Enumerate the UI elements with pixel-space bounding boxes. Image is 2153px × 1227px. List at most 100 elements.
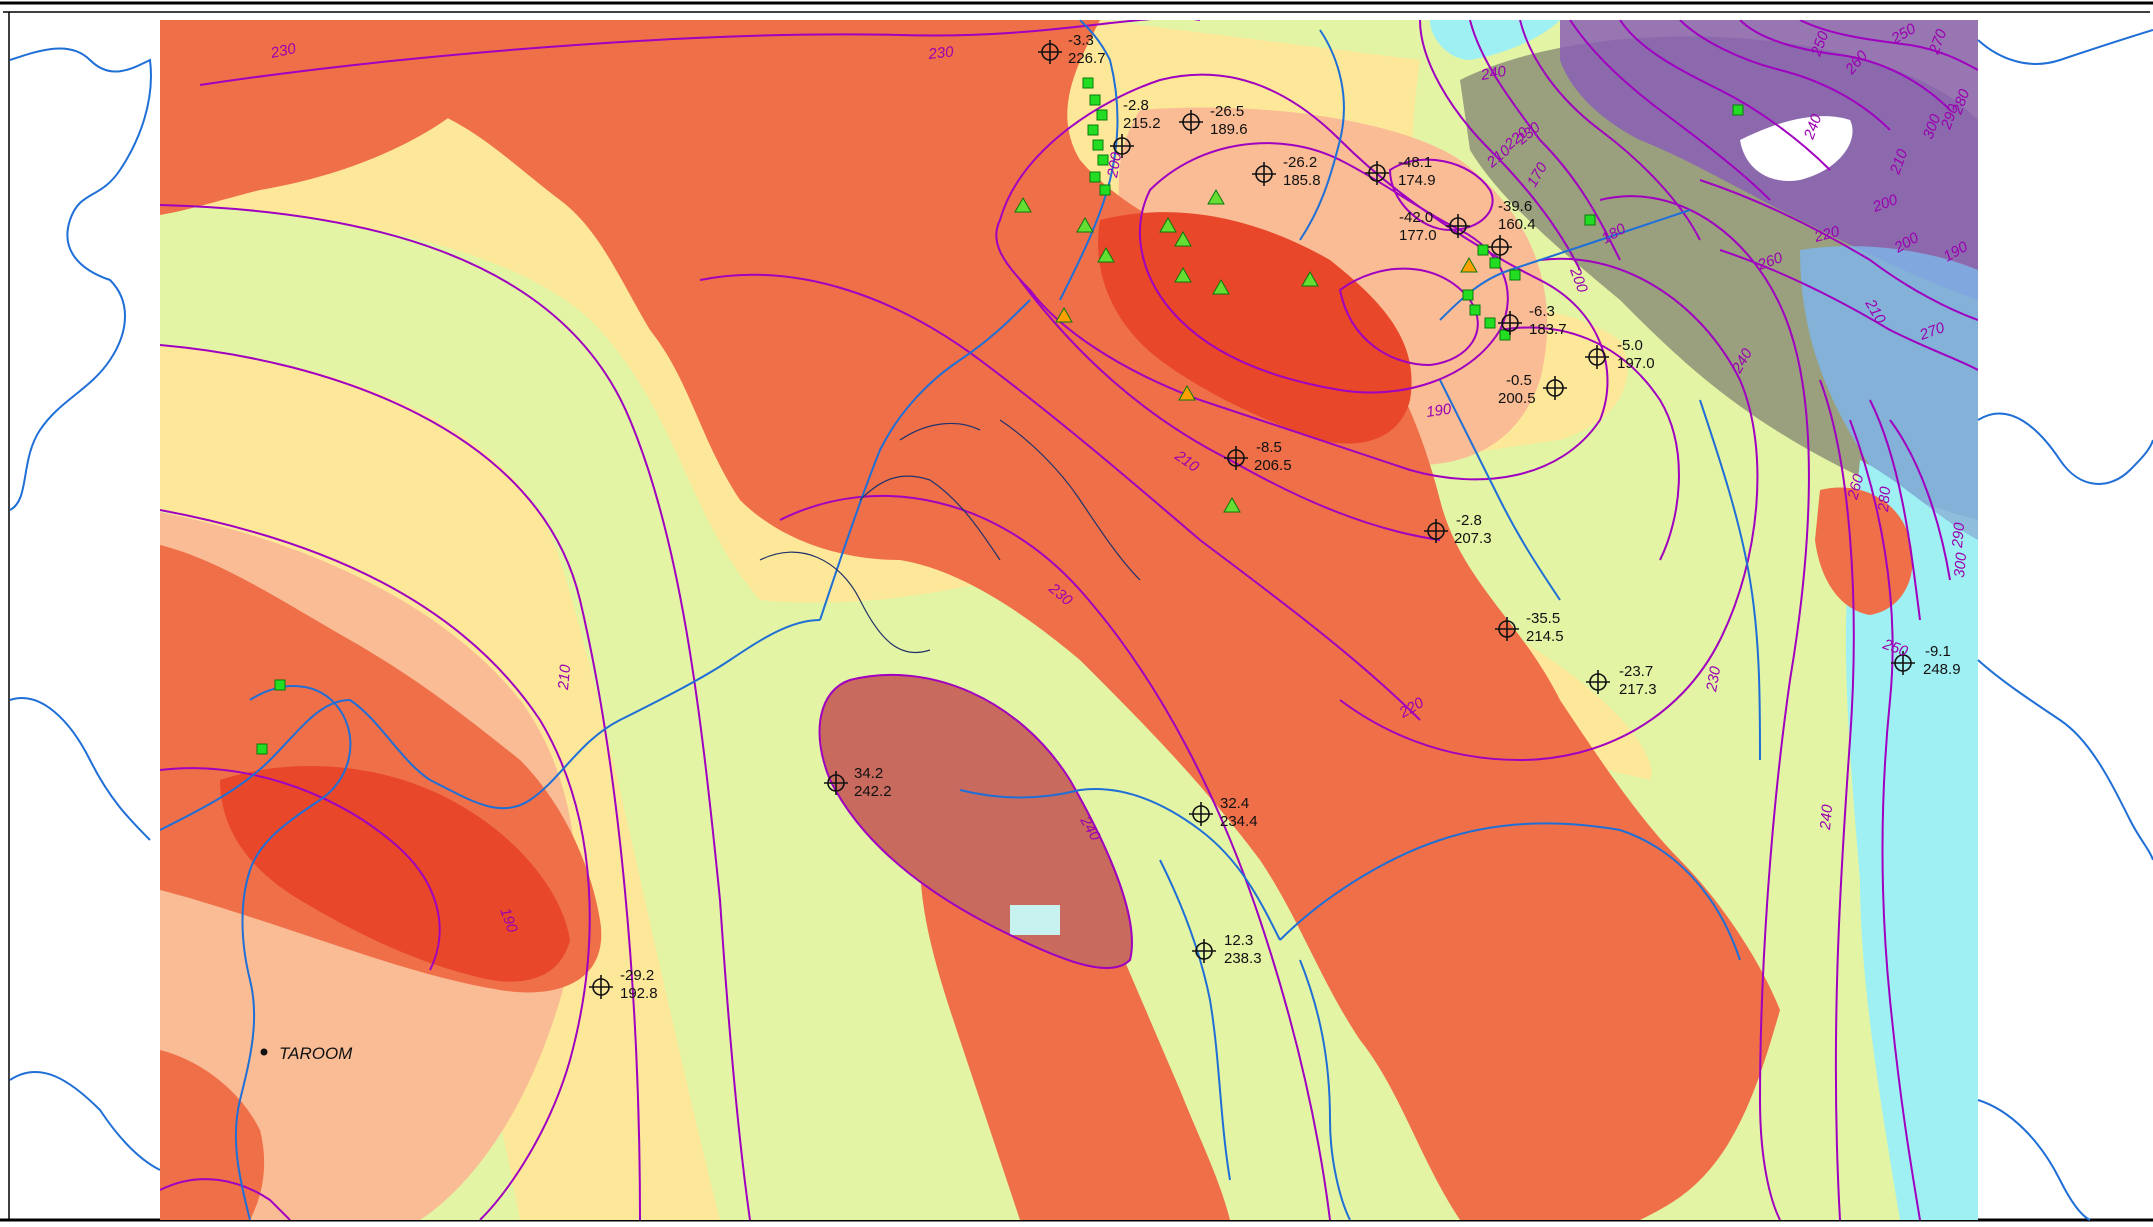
- bore-change-label: -0.5: [1506, 372, 1532, 389]
- contour-label: 230: [1703, 664, 1724, 693]
- zone-brownred-mound: [819, 674, 1132, 969]
- square-marker[interactable]: [1092, 139, 1104, 151]
- bore-level-label: 226.7: [1068, 50, 1106, 67]
- bore-change-label: -26.5: [1210, 103, 1244, 120]
- bore-level-label: 192.8: [620, 985, 658, 1002]
- square-marker[interactable]: [1089, 94, 1101, 106]
- triangle-marker[interactable]: [1207, 188, 1225, 205]
- square-marker[interactable]: [1584, 214, 1596, 226]
- square-marker[interactable]: [274, 679, 286, 691]
- triangle-marker[interactable]: [1159, 216, 1177, 233]
- triangle-marker[interactable]: [1301, 270, 1319, 287]
- square-marker[interactable]: [1097, 154, 1109, 166]
- bore-symbol[interactable]: [1110, 134, 1134, 158]
- square-marker[interactable]: [1096, 109, 1108, 121]
- bore-symbol[interactable]: [1446, 214, 1470, 238]
- square-marker[interactable]: [1082, 77, 1094, 89]
- contour-180-loop: [1338, 267, 1479, 367]
- bore-level-label: 177.0: [1399, 227, 1437, 244]
- bore-symbol[interactable]: [1891, 651, 1915, 675]
- triangle-marker[interactable]: [1055, 306, 1073, 323]
- bore-symbol[interactable]: [1586, 670, 1610, 694]
- square-marker[interactable]: [1509, 269, 1521, 281]
- triangle-marker[interactable]: [1212, 278, 1230, 295]
- bore-symbol[interactable]: [1498, 311, 1522, 335]
- contour-north-a: [1419, 20, 1581, 271]
- outer-river-east-2: [1977, 659, 2153, 861]
- contour-230-west: [160, 204, 751, 1220]
- bore-change-label: 12.3: [1224, 932, 1253, 949]
- square-marker[interactable]: [256, 743, 268, 755]
- dark-branch-1: [759, 551, 931, 654]
- zone-cyan-spot: [1010, 905, 1060, 935]
- bore-symbol[interactable]: [1424, 519, 1448, 543]
- triangle-marker[interactable]: [1223, 496, 1241, 513]
- triangle-marker[interactable]: [1014, 196, 1032, 213]
- square-marker[interactable]: [1469, 304, 1481, 316]
- triangle-marker[interactable]: [1076, 216, 1094, 233]
- bore-symbol[interactable]: [589, 975, 613, 999]
- river-south-2: [1159, 859, 1231, 1181]
- contour-north-i: [1699, 179, 1978, 321]
- triangle-marker[interactable]: [1460, 256, 1478, 273]
- bore-level-label: 217.3: [1619, 681, 1657, 698]
- outer-river-west-2: [9, 697, 151, 841]
- triangle-marker[interactable]: [1174, 230, 1192, 247]
- bore-symbol[interactable]: [1252, 162, 1276, 186]
- river-trib-center: [959, 788, 1281, 941]
- contour-220-center: [699, 273, 1421, 721]
- bore-change-label: -35.5: [1526, 610, 1560, 627]
- zone-cyan-northeast: [1430, 20, 1560, 60]
- contour-north-c: [1519, 20, 1701, 241]
- bore-symbol[interactable]: [1365, 161, 1389, 185]
- square-marker[interactable]: [1477, 244, 1489, 256]
- contour-label: 290: [1949, 521, 1968, 549]
- bore-symbol[interactable]: [1179, 110, 1203, 134]
- bore-symbol[interactable]: [1543, 376, 1567, 400]
- contour-250-east: [1849, 419, 1921, 1220]
- contour-280-east: [1889, 419, 1951, 581]
- bore-symbol[interactable]: [1488, 235, 1512, 259]
- zone-cyan-east: [1845, 460, 1978, 1220]
- square-marker[interactable]: [1087, 124, 1099, 136]
- contour-240-east: [1819, 379, 1855, 1220]
- square-marker[interactable]: [1089, 171, 1101, 183]
- contour-north-f: [1679, 20, 1891, 131]
- contour-230-north: [199, 20, 1200, 86]
- river-north-2: [1299, 29, 1345, 241]
- dark-river-branches: [759, 419, 1141, 654]
- zone-darkred-west: [220, 766, 570, 982]
- bore-symbol[interactable]: [1189, 802, 1213, 826]
- bore-symbol[interactable]: [1585, 345, 1609, 369]
- contour-label: 260: [1844, 472, 1867, 502]
- bore-symbol[interactable]: [1495, 617, 1519, 641]
- town-label[interactable]: TAROOM: [279, 1044, 353, 1063]
- triangle-marker[interactable]: [1097, 246, 1115, 263]
- triangle-marker[interactable]: [1174, 266, 1192, 283]
- square-marker[interactable]: [1484, 317, 1496, 329]
- bore-symbol[interactable]: [1038, 40, 1062, 64]
- square-marker[interactable]: [1462, 289, 1474, 301]
- zone-red-northwest: [160, 20, 520, 215]
- zone-blue: [1800, 246, 1978, 560]
- bore-symbol[interactable]: [824, 771, 848, 795]
- outer-river-west-3: [9, 1070, 161, 1171]
- triangle-marker[interactable]: [1178, 384, 1196, 401]
- contour-label: 200: [1104, 150, 1125, 179]
- contour-label: 280: [1875, 485, 1894, 513]
- square-marker[interactable]: [1489, 257, 1501, 269]
- contour-north-e: [1619, 20, 1831, 171]
- bore-symbol[interactable]: [1224, 446, 1248, 470]
- river-east-feeder: [1439, 379, 1561, 601]
- bore-symbol[interactable]: [1192, 939, 1216, 963]
- square-marker[interactable]: [1732, 104, 1744, 116]
- square-marker[interactable]: [1099, 184, 1111, 196]
- contour-170-loop: [1388, 158, 1494, 232]
